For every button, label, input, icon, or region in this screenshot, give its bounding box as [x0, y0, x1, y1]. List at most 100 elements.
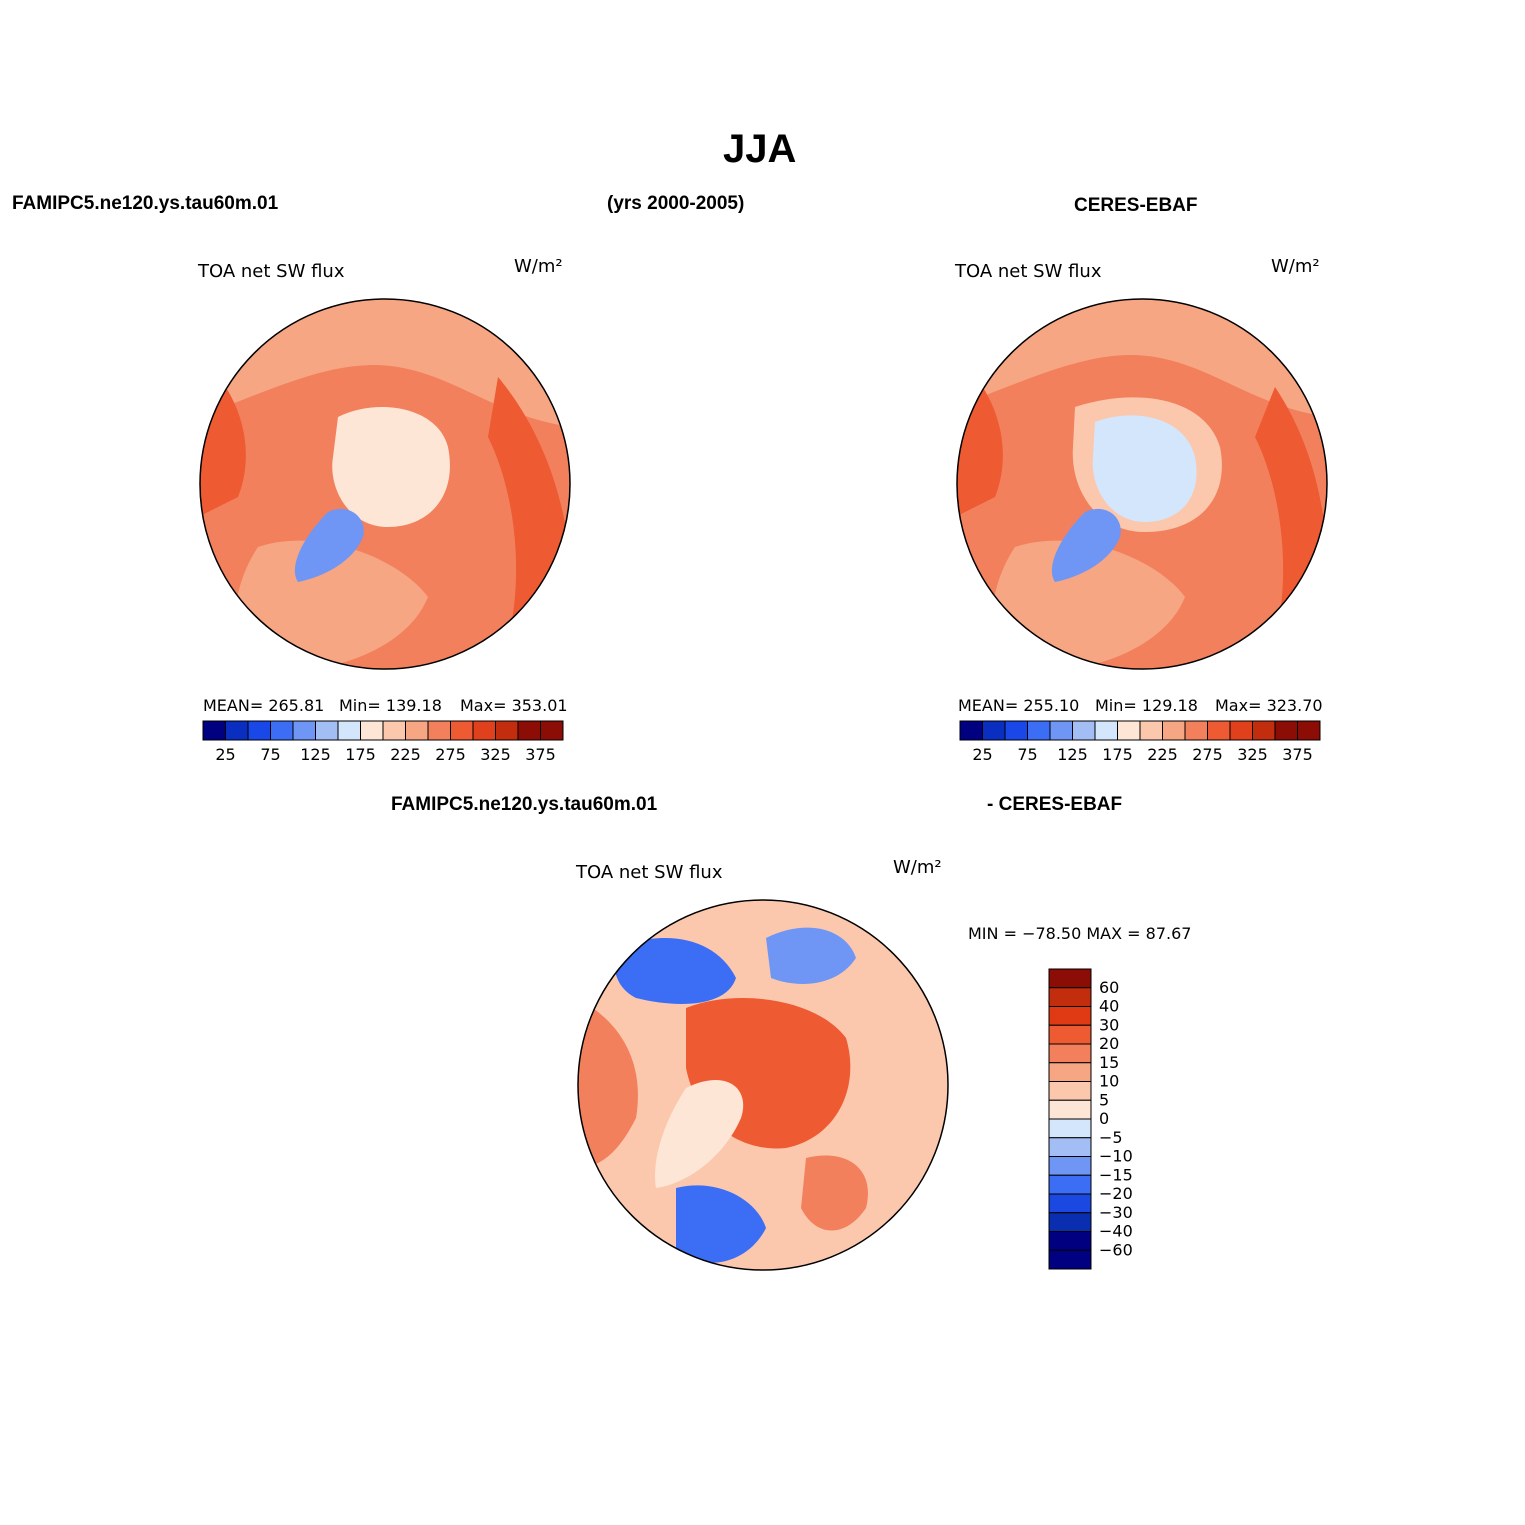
- model-colorbar-box: [472, 720, 496, 741]
- diff-field-greenland: [655, 1079, 744, 1188]
- obs-colorbar: 25 75 125 175 225 275 325 375: [959, 720, 1321, 764]
- diff-colorbar-tick-label: 60: [1099, 978, 1119, 997]
- obs-colorbar-box: [1297, 720, 1321, 741]
- diff-colorbar-tick-label: −60: [1099, 1240, 1133, 1259]
- model-mean: MEAN= 265.81: [203, 696, 325, 715]
- diff-colorbar-box: [1048, 1043, 1092, 1064]
- diff-field-pos-southeast: [801, 1155, 868, 1231]
- obs-field-band-north: [957, 299, 1327, 417]
- diff-units: W/m²: [893, 857, 942, 878]
- diff-colorbar-tick-label: 40: [1099, 997, 1119, 1016]
- obs-colorbar-box: [1207, 720, 1231, 741]
- diff-colorbar-box: [1048, 1118, 1092, 1139]
- diff-map-border: [577, 899, 949, 1271]
- model-colorbar-box: [405, 720, 429, 741]
- diff-field-pos-west: [578, 998, 638, 1168]
- obs-colorbar-box: [1229, 720, 1253, 741]
- model-colorbar-tick-label: 125: [300, 745, 331, 764]
- diff-colorbar-box: [1048, 1212, 1092, 1232]
- model-colorbar-box: [450, 720, 474, 741]
- model-colorbar-box: [225, 720, 249, 741]
- diff-colorbar-box: [1048, 1231, 1092, 1251]
- diff-colorbar-box: [1048, 1137, 1092, 1157]
- model-colorbar-box: [270, 720, 294, 741]
- model-colorbar-tick-label: 375: [525, 745, 556, 764]
- model-colorbar-tick-label: 75: [260, 745, 280, 764]
- model-max: Max= 353.01: [460, 696, 568, 715]
- obs-colorbar-box: [1184, 720, 1208, 741]
- obs-polar-map: [956, 298, 1328, 670]
- diff-colorbar-box: [1048, 1024, 1092, 1045]
- model-colorbar-tick-label: 325: [480, 745, 511, 764]
- diff-colorbar-tick-label: −5: [1099, 1128, 1123, 1147]
- diff-colorbar-box: [1048, 1249, 1092, 1270]
- obs-map-border: [956, 298, 1328, 670]
- obs-field-greenland: [1051, 508, 1121, 582]
- obs-max: Max= 323.70: [1215, 696, 1323, 715]
- obs-colorbar-tick-label: 375: [1282, 745, 1313, 764]
- obs-colorbar-box: [1027, 720, 1051, 741]
- model-colorbar-box: [427, 720, 451, 741]
- obs-colorbar-box: [1117, 720, 1141, 741]
- obs-colorbar-tick-label: 75: [1017, 745, 1037, 764]
- diff-model-label: FAMIPC5.ne120.ys.tau60m.01: [391, 794, 658, 815]
- obs-colorbar-box: [1252, 720, 1276, 741]
- model-colorbar-tick-label: 275: [435, 745, 466, 764]
- diff-colorbar-tick-label: 5: [1099, 1090, 1109, 1109]
- obs-panel-title: TOA net SW flux: [955, 261, 1102, 282]
- obs-colorbar-tick-label: 275: [1192, 745, 1223, 764]
- model-units: W/m²: [514, 256, 563, 277]
- diff-colorbar-tick-label: 10: [1099, 1072, 1119, 1091]
- model-case-label: FAMIPC5.ne120.ys.tau60m.01: [12, 193, 279, 214]
- obs-label: CERES-EBAF: [1074, 195, 1198, 216]
- diff-colorbar-box: [1048, 1099, 1092, 1120]
- model-panel-title: TOA net SW flux: [198, 261, 345, 282]
- diff-colorbar-box: [1048, 1062, 1092, 1082]
- model-colorbar: 25 75 125 175 225 275 325 375: [202, 720, 564, 764]
- diff-field-neg-northwest: [614, 938, 736, 1004]
- model-colorbar-box: [292, 720, 316, 741]
- obs-colorbar-tick-label: 225: [1147, 745, 1178, 764]
- model-colorbar-box: [495, 720, 519, 741]
- obs-mean: MEAN= 255.10: [958, 696, 1080, 715]
- obs-colorbar-tick-label: 25: [972, 745, 992, 764]
- model-colorbar-box: [337, 720, 361, 741]
- model-colorbar-box: [360, 720, 384, 741]
- diff-colorbar-box: [1048, 987, 1092, 1007]
- model-colorbar-box: [315, 720, 339, 741]
- model-field-greenland: [294, 508, 364, 582]
- model-colorbar-tick-label: 175: [345, 745, 376, 764]
- diff-minmax: MIN = −78.50 MAX = 87.67: [968, 924, 1192, 943]
- model-field-arctic-center: [332, 407, 450, 527]
- obs-colorbar-box: [1274, 720, 1298, 741]
- diff-obs-label: - CERES-EBAF: [987, 794, 1123, 815]
- diff-colorbar-tick-label: −10: [1099, 1147, 1133, 1166]
- obs-colorbar-box: [1049, 720, 1073, 741]
- diff-colorbar-box: [1048, 1156, 1092, 1176]
- diff-colorbar-box: [1048, 1174, 1092, 1195]
- diff-field-neg-south: [676, 1185, 766, 1263]
- obs-colorbar-box: [1004, 720, 1028, 741]
- model-colorbar-tick-label: 225: [390, 745, 421, 764]
- model-field-band-north: [200, 299, 570, 427]
- diff-colorbar-box: [1048, 1081, 1092, 1101]
- diff-colorbar-box: [1048, 1193, 1092, 1214]
- obs-field-arctic-center: [1092, 415, 1197, 522]
- diff-colorbar-tick-label: −40: [1099, 1222, 1133, 1241]
- page-title: JJA: [723, 127, 797, 171]
- model-colorbar-box: [247, 720, 271, 741]
- obs-min: Min= 129.18: [1095, 696, 1198, 715]
- obs-colorbar-box: [959, 720, 983, 741]
- model-map-border: [199, 298, 571, 670]
- model-polar-map: [199, 298, 571, 670]
- obs-colorbar-box: [1072, 720, 1096, 741]
- model-colorbar-box: [382, 720, 406, 741]
- model-colorbar-box: [202, 720, 226, 741]
- obs-units: W/m²: [1271, 256, 1320, 277]
- obs-colorbar-tick-label: 325: [1237, 745, 1268, 764]
- obs-colorbar-box: [1139, 720, 1163, 741]
- model-colorbar-tick-label: 25: [215, 745, 235, 764]
- diff-colorbar-tick-label: −15: [1099, 1165, 1133, 1184]
- diff-colorbar-tick-label: 0: [1099, 1109, 1109, 1128]
